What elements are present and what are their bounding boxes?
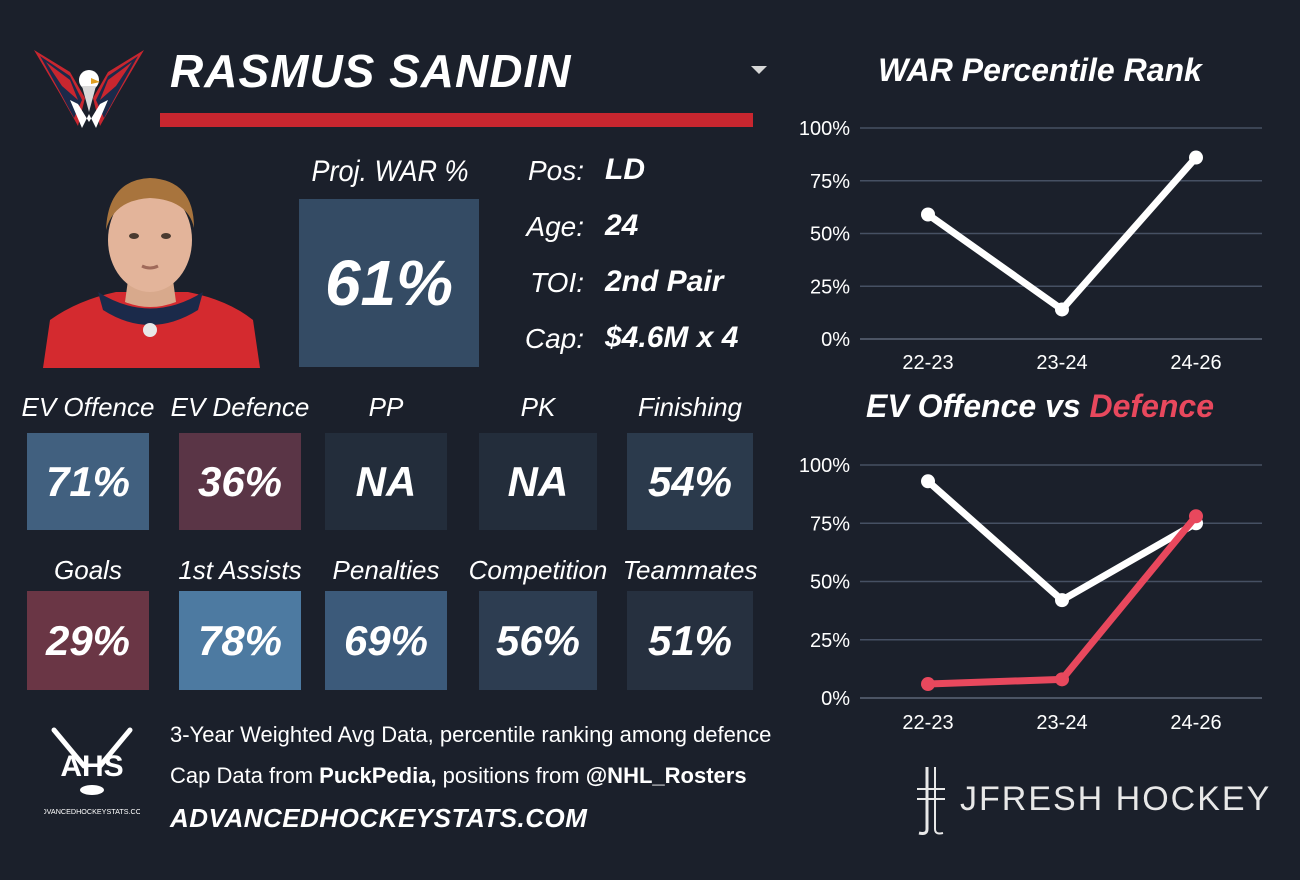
- footer-note-2: Cap Data from PuckPedia, positions from …: [170, 763, 747, 789]
- player-name: RASMUS SANDIN: [170, 45, 572, 97]
- stat-label-ev-offence: EV Offence: [21, 392, 155, 422]
- stat-label-competition: Competition: [468, 555, 608, 585]
- stat-value-pp: NA: [355, 457, 417, 505]
- data-point: [1055, 672, 1069, 687]
- stat-label-finishing: Finishing: [637, 392, 743, 422]
- toi-label: TOI:: [530, 267, 584, 298]
- cap-value: $4.6M x 4: [605, 321, 739, 354]
- y-tick-label: 75%: [810, 171, 850, 193]
- charts-area: 0% 25% 50% 75% 100% 22-23 23-24 24-26 0% 25% 50% 75…: [799, 118, 1262, 734]
- chart-title-ev-part2: Defence: [1089, 388, 1215, 424]
- proj-war-value: 61%: [324, 247, 454, 319]
- stat-box-ev-defence: 36%: [179, 433, 301, 530]
- x-tick-label: 23-24: [1036, 352, 1087, 374]
- chart-title-ev: EV Offence vs Defence: [840, 388, 1240, 425]
- stat-label-penalties: Penalties: [332, 555, 440, 585]
- stat-box-pk: NA: [479, 433, 597, 530]
- x-tick-label: 23-24: [1036, 712, 1087, 734]
- data-point: [1189, 509, 1203, 524]
- y-tick-label: 0%: [821, 329, 850, 351]
- ahs-logo-subtext: ADVANCEDHOCKEYSTATS.COM: [44, 807, 140, 816]
- stat-label-teammates: Teammates: [622, 555, 758, 585]
- stat-box-pp: NA: [325, 433, 447, 530]
- y-tick-label: 25%: [810, 276, 850, 298]
- y-tick-label: 0%: [821, 688, 850, 710]
- y-tick-label: 25%: [810, 630, 850, 652]
- stat-box-goals: 29%: [27, 591, 149, 690]
- stat-box-teammates: 51%: [627, 591, 753, 690]
- stat-box-finishing: 54%: [627, 433, 753, 530]
- stat-label-ev-defence: EV Defence: [170, 392, 310, 422]
- data-point: [921, 207, 935, 222]
- stat-value-penalties: 69%: [343, 616, 429, 664]
- jfresh-logo-icon: [917, 767, 945, 835]
- position-value: LD: [605, 153, 645, 186]
- data-point: [1189, 150, 1203, 165]
- data-point: [1055, 593, 1069, 608]
- y-tick-label: 100%: [799, 118, 850, 140]
- stat-label-1st-assists: 1st Assists: [178, 555, 302, 585]
- stat-value-competition: 56%: [495, 616, 581, 664]
- x-tick-label: 22-23: [902, 352, 953, 374]
- stat-value-1st-assists: 78%: [197, 616, 283, 664]
- proj-war-label: Proj. WAR %: [311, 155, 469, 188]
- ahs-logo-text: AHS: [60, 750, 123, 783]
- stat-box-competition: 56%: [479, 591, 597, 690]
- chart-title-war: WAR Percentile Rank: [878, 52, 1202, 88]
- data-point: [921, 677, 935, 692]
- x-tick-label: 24-26: [1170, 712, 1221, 734]
- nhl-rosters-link: @NHL_Rosters: [585, 763, 747, 788]
- stat-value-ev-defence: 36%: [197, 457, 283, 505]
- toi-value: 2nd Pair: [605, 265, 724, 298]
- y-tick-label: 100%: [799, 455, 850, 477]
- site-url: ADVANCEDHOCKEYSTATS.COM: [170, 803, 588, 833]
- data-point: [921, 474, 935, 489]
- series-line: [924, 477, 1200, 604]
- stat-value-pk: NA: [507, 457, 569, 505]
- x-tick-label: 24-26: [1170, 352, 1221, 374]
- footer-note-1: 3-Year Weighted Avg Data, percentile ran…: [170, 722, 772, 747]
- player-photo: [43, 178, 260, 368]
- stat-box-ev-offence: 71%: [27, 433, 149, 530]
- y-tick-label: 50%: [810, 224, 850, 246]
- footer-note-2-mid: positions from: [436, 763, 586, 788]
- team-logo: [34, 50, 144, 128]
- brand-text: JFRESH HOCKEY: [960, 780, 1272, 818]
- y-tick-label: 75%: [810, 513, 850, 535]
- stat-value-goals: 29%: [45, 616, 131, 664]
- age-value: 24: [605, 209, 639, 242]
- stat-value-ev-offence: 71%: [45, 457, 131, 505]
- data-point: [1055, 302, 1069, 317]
- proj-war-box: 61%: [299, 199, 479, 367]
- cap-label: Cap:: [524, 323, 584, 354]
- stat-label-pk: PK: [520, 392, 556, 422]
- stat-box-1st-assists: 78%: [179, 591, 301, 690]
- puckpedia-link: PuckPedia,: [319, 763, 437, 788]
- footer-note-2-prefix: Cap Data from: [170, 763, 320, 788]
- name-underline-bar: [160, 113, 753, 127]
- x-tick-label: 22-23: [902, 712, 953, 734]
- stat-box-penalties: 69%: [325, 591, 447, 690]
- stat-value-teammates: 51%: [647, 616, 733, 664]
- position-label: Pos:: [527, 155, 584, 186]
- y-tick-label: 50%: [810, 572, 850, 594]
- chevron-down-icon[interactable]: [748, 62, 770, 78]
- age-label: Age:: [526, 211, 584, 242]
- chart-title-ev-part1: EV Offence vs: [865, 388, 1090, 424]
- stat-label-pp: PP: [368, 392, 404, 422]
- ahs-logo: AHS ADVANCEDHOCKEYSTATS.COM: [44, 727, 140, 816]
- stat-label-goals: Goals: [54, 555, 122, 585]
- stat-value-finishing: 54%: [647, 457, 733, 505]
